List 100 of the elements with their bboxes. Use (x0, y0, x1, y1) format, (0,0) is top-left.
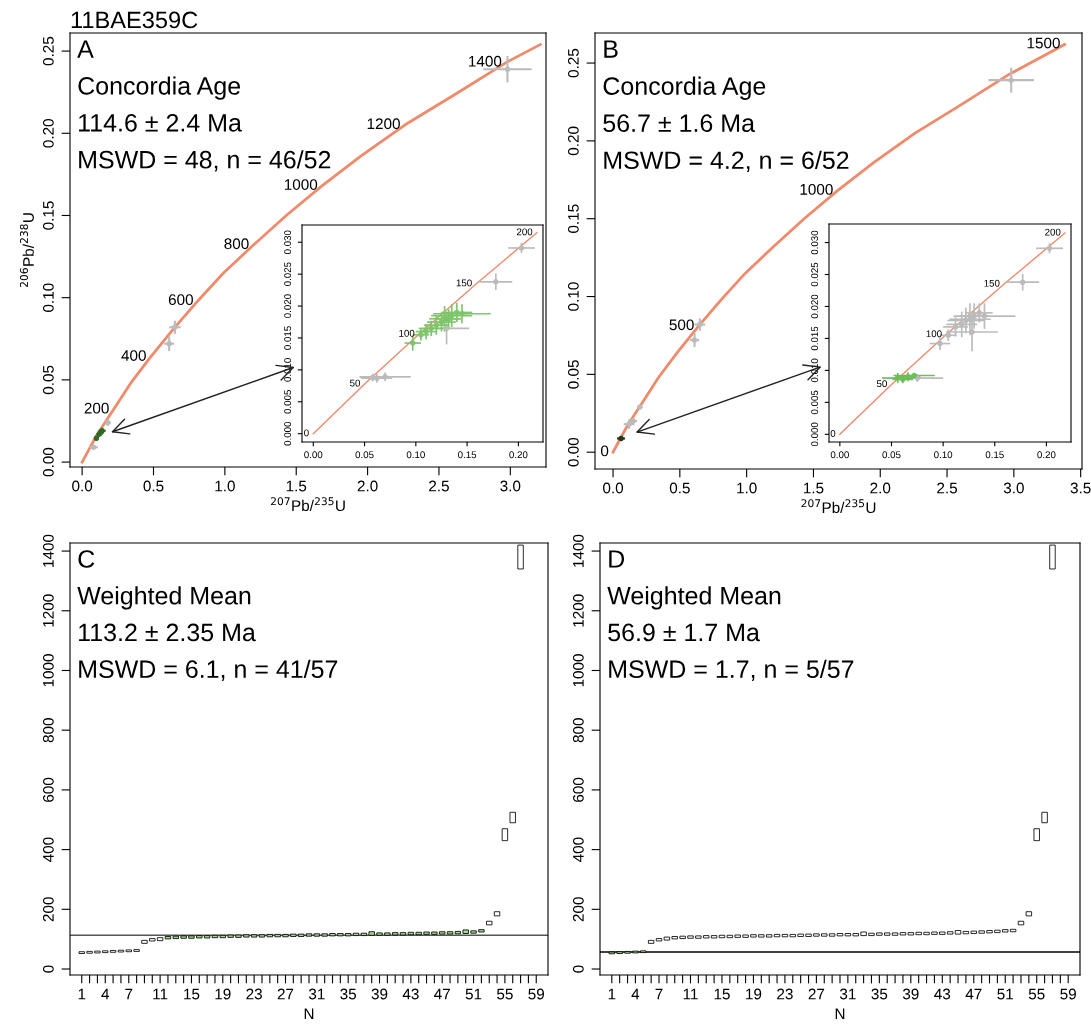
x-tick-label: 39 (902, 988, 919, 1000)
x-tick-label: 2.0 (870, 482, 891, 494)
x-tick-label: 19 (215, 988, 231, 1000)
y-tick-label: 0.25 (42, 36, 54, 66)
y-tick-label: 1400 (572, 534, 584, 567)
annotation: D (609, 550, 625, 568)
y-tick-label: 800 (572, 718, 584, 743)
x-tick-label: 0.20 (1037, 451, 1056, 459)
y-tick-label: 0.05 (42, 365, 54, 395)
y-tick-label: 0.025 (284, 262, 292, 286)
x-tick-label: 43 (934, 988, 951, 1000)
y-tick-label: 800 (42, 718, 54, 743)
annotation: 113.2 ± 2.35 Ma (79, 623, 256, 642)
x-tick-label: 0.20 (509, 451, 528, 459)
y-tick-label: 0.10 (42, 283, 54, 312)
x-tick-label: 0.15 (985, 451, 1004, 459)
x-axis-title: $^{207}$Pb/$^{235}$U (270, 497, 345, 512)
y-tick-label: 0.030 (811, 230, 819, 255)
annotation: 56.7 ± 1.6 Ma (603, 114, 755, 133)
x-tick-label: 2.0 (357, 480, 378, 492)
annotation: 100 (399, 329, 415, 337)
x-tick-label: 59 (1060, 988, 1076, 1000)
y-tick-label: 0.15 (567, 204, 579, 233)
y-tick-label: 0 (572, 965, 584, 973)
y-tick-label: 400 (42, 837, 54, 862)
annotation: A (77, 40, 94, 58)
y-tick-label: 400 (572, 837, 584, 862)
x-tick-label: 0.10 (934, 451, 953, 459)
annotation: MSWD = 4.2, n = 6/52 (604, 150, 849, 173)
annotation: 1400 (469, 55, 502, 67)
y-tick-label: 0.030 (284, 230, 292, 255)
y-tick-label: 0.020 (811, 294, 819, 319)
annotation: 200 (84, 402, 109, 414)
x-tick-label: 4 (631, 988, 640, 1000)
x-tick-label: 43 (402, 988, 419, 1000)
annotation: 150 (984, 279, 1000, 287)
annotation: 0 (600, 445, 609, 457)
x-tick-label: 1.0 (215, 480, 235, 492)
y-tick-label: 0.025 (811, 262, 819, 287)
y-tick-label: 0.25 (567, 48, 579, 78)
x-tick-label: 4 (101, 988, 110, 1000)
annotation: MSWD = 1.7, n = 5/57 (609, 659, 854, 681)
annotation: 1500 (1027, 37, 1060, 49)
x-tick-label: 55 (1028, 988, 1045, 1000)
annotation: Concordia Age (603, 76, 766, 100)
x-tick-label: 31 (308, 988, 325, 1000)
x-tick-label: 0.05 (882, 451, 901, 459)
x-tick-label: 1.5 (286, 480, 307, 492)
x-tick-label: 47 (965, 988, 982, 1000)
y-tick-label: 1000 (572, 654, 584, 687)
annotation: 1200 (367, 118, 400, 130)
x-tick-label: 0.0 (72, 480, 93, 492)
annotation: 800 (224, 238, 249, 250)
x-tick-label: 15 (714, 988, 730, 1000)
y-tick-label: 0.020 (284, 294, 292, 318)
x-tick-label: 2.5 (429, 480, 449, 492)
x-tick-label: 23 (246, 988, 262, 1000)
x-tick-label: 1.5 (804, 482, 824, 494)
y-tick-label: 0.015 (811, 326, 819, 351)
x-tick-label: 51 (997, 988, 1013, 1000)
x-tick-label: 11 (153, 988, 168, 1000)
annotation: 200 (516, 228, 533, 236)
annotation: 200 (1045, 228, 1061, 236)
y-tick-label: 0.10 (567, 282, 579, 311)
x-tick-label: 0.5 (143, 480, 164, 492)
x-tick-label: 15 (184, 988, 200, 1000)
x-tick-label: 1 (608, 988, 616, 1000)
x-tick-label: 27 (808, 988, 825, 1000)
x-tick-label: 55 (497, 988, 513, 1000)
y-tick-label: 0.005 (284, 390, 292, 414)
y-tick-label: 1200 (572, 594, 584, 627)
x-tick-label: 0.00 (304, 451, 323, 459)
x-tick-label: 11 (683, 988, 698, 1000)
y-tick-label: 0 (42, 965, 54, 973)
x-tick-label: 7 (655, 988, 663, 1000)
x-tick-label: 0.5 (669, 482, 690, 494)
x-tick-label: 27 (277, 988, 294, 1000)
y-tick-label: 200 (42, 897, 54, 922)
x-tick-label: 3.0 (1003, 482, 1024, 494)
x-tick-label: 35 (871, 988, 888, 1000)
x-tick-label: 0.05 (355, 451, 374, 459)
y-tick-label: 0.15 (42, 201, 54, 230)
x-axis-title: $^{207}$Pb/$^{235}$U (801, 499, 876, 514)
y-tick-label: 600 (42, 777, 54, 802)
y-tick-label: 0.05 (567, 360, 579, 389)
annotation: Weighted Mean (77, 586, 251, 610)
x-tick-label: 19 (746, 988, 762, 1000)
annotation: Weighted Mean (607, 586, 781, 610)
annotation: B (604, 40, 618, 58)
annotation: C (78, 550, 95, 568)
y-tick-label: 0.015 (284, 326, 292, 350)
chart-title: 11BAE359C (71, 11, 198, 29)
y-tick-label: 600 (572, 777, 584, 802)
annotation: 114.6 ± 2.4 Ma (79, 113, 242, 132)
y-tick-label: 0.005 (811, 390, 819, 415)
y-tick-label: 0.20 (567, 126, 579, 156)
annotation: MSWD = 6.1, n = 41/57 (79, 659, 338, 681)
annotation: 0 (830, 430, 836, 437)
y-axis-title: $^{206}$Pb/$^{238}$U (19, 213, 34, 288)
x-axis-title: N (835, 1008, 845, 1020)
